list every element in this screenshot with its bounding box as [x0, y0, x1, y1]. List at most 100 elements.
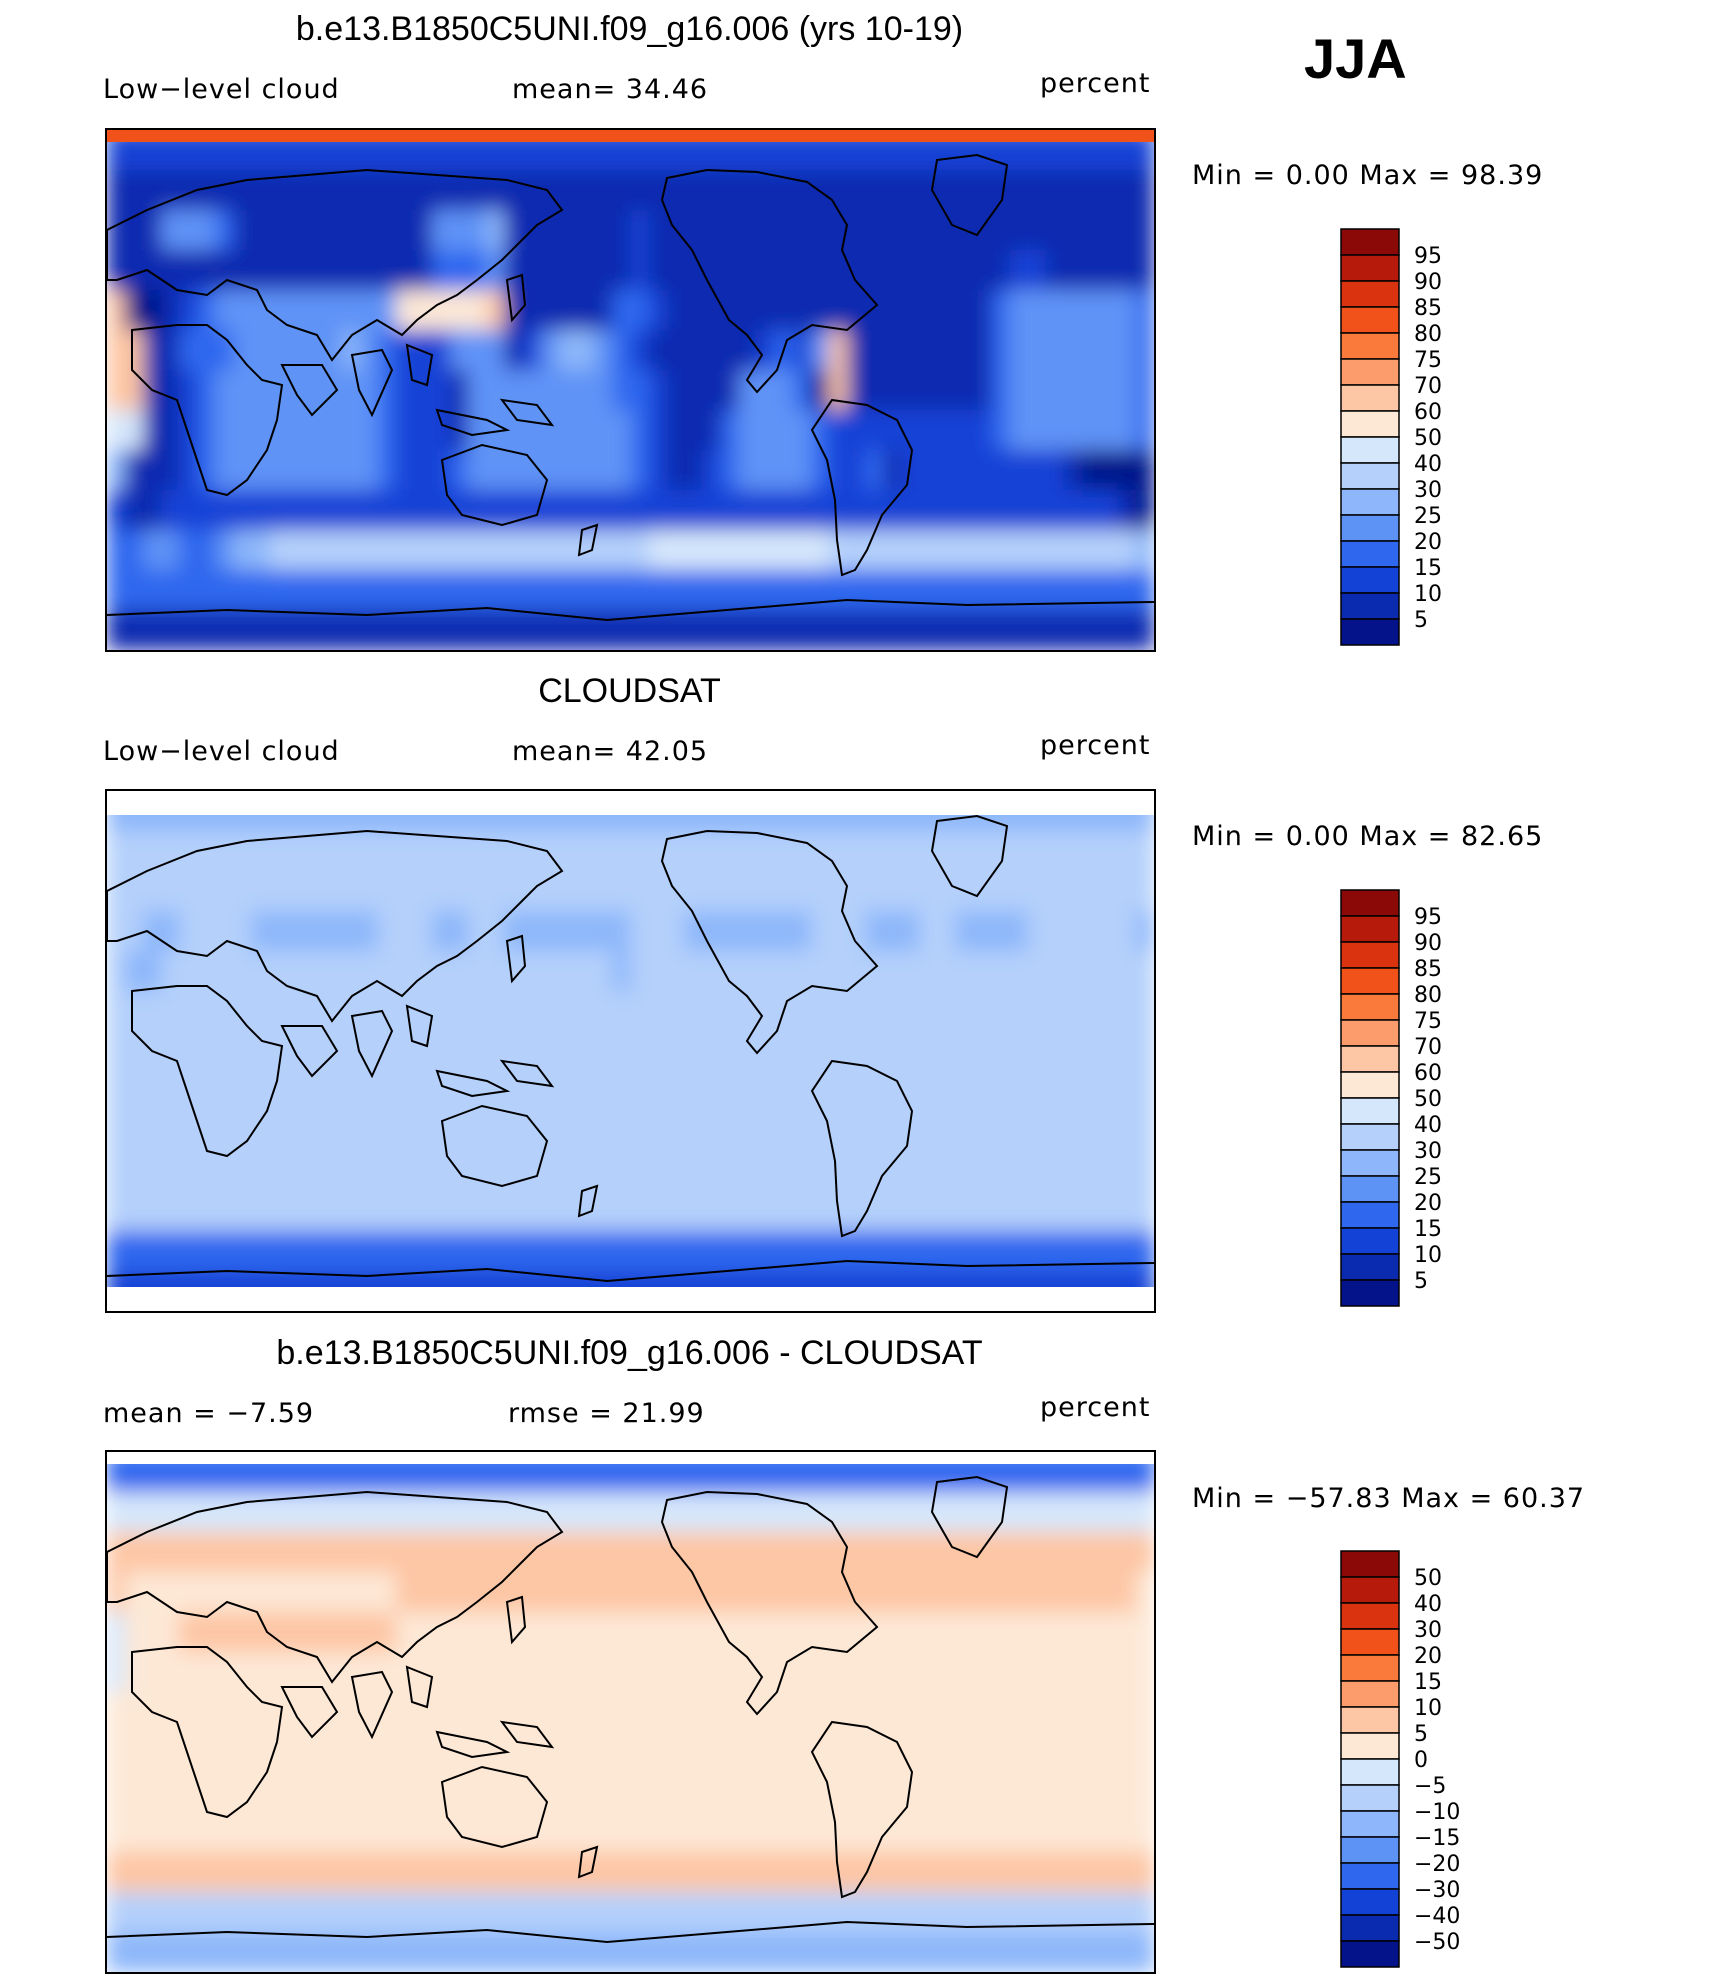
heatmap-cell	[1045, 330, 1065, 371]
heatmap-cell	[1117, 1812, 1137, 1853]
heatmap-cell	[215, 450, 234, 491]
heatmap-cell	[901, 1151, 920, 1192]
colorbar-tick-label: −10	[1414, 1800, 1460, 1825]
heatmap-cell	[829, 610, 848, 650]
heatmap-cell	[1081, 951, 1101, 992]
heatmap-cell	[594, 1932, 614, 1972]
heatmap-cell	[413, 1532, 433, 1573]
heatmap-cell	[666, 530, 686, 571]
heatmap-cell	[720, 1151, 740, 1192]
colorbar-tick-label: 10	[1414, 1243, 1442, 1268]
heatmap-cell	[1045, 1572, 1065, 1613]
heatmap-cell	[991, 250, 1011, 291]
heatmap-cell	[558, 570, 577, 611]
heatmap-cell	[269, 330, 289, 371]
colorbar-tick-label: 20	[1414, 530, 1442, 555]
heatmap-cell	[468, 1772, 487, 1813]
heatmap-cell	[1063, 1031, 1083, 1072]
heatmap-cell	[991, 1151, 1011, 1192]
heatmap-cell	[305, 871, 325, 912]
heatmap-cell	[287, 1071, 307, 1112]
heatmap-cell	[1063, 250, 1083, 291]
heatmap-cell	[991, 1652, 1011, 1693]
heatmap-cell	[612, 911, 632, 952]
heatmap-cell	[865, 1492, 884, 1533]
heatmap-cell	[937, 951, 957, 992]
heatmap-cell	[792, 1071, 812, 1112]
heatmap-cell	[395, 490, 415, 531]
heatmap-cell	[738, 1111, 758, 1152]
heatmap-cell	[305, 290, 325, 331]
heatmap-cell	[1063, 1191, 1083, 1232]
heatmap-cell	[179, 1892, 198, 1933]
heatmap-cell	[666, 1191, 686, 1232]
heatmap-cell	[215, 330, 234, 371]
heatmap-cell	[792, 370, 812, 411]
heatmap-cell	[973, 1231, 993, 1272]
heatmap-cell	[576, 330, 595, 371]
heatmap-cell	[468, 530, 487, 571]
heatmap-cell	[1135, 1932, 1154, 1972]
heatmap-cell	[251, 1732, 271, 1773]
heatmap-cell	[395, 1652, 415, 1693]
heatmap-cell	[143, 490, 162, 531]
heatmap-cell	[883, 1031, 902, 1072]
heatmap-cell	[323, 410, 343, 451]
heatmap-cell	[973, 831, 993, 872]
heatmap-cell	[341, 170, 361, 211]
heatmap-cell	[449, 1932, 469, 1972]
heatmap-cell	[756, 1492, 776, 1533]
heatmap-cell	[1009, 1812, 1029, 1853]
heatmap-cell	[720, 1892, 740, 1933]
heatmap-cell	[612, 530, 632, 571]
heatmap-cell	[630, 250, 650, 291]
heatmap-cell	[847, 951, 866, 992]
heatmap-cell	[847, 911, 866, 952]
heatmap-cell	[720, 911, 740, 952]
heatmap-cell	[991, 1812, 1011, 1853]
heatmap-cell	[576, 1492, 595, 1533]
coastline	[440, 443, 549, 527]
heatmap-cell	[215, 1772, 234, 1813]
heatmap-cell	[161, 991, 180, 1032]
heatmap-cell	[738, 1732, 758, 1773]
heatmap-cell	[504, 530, 523, 571]
heatmap-cell	[558, 1492, 577, 1533]
heatmap-cell	[161, 290, 180, 331]
colorbar-box	[1340, 1680, 1400, 1708]
heatmap-cell	[576, 871, 595, 912]
heatmap-cell	[1135, 530, 1154, 571]
heatmap-cell	[558, 1732, 577, 1773]
heatmap-cell	[756, 1031, 776, 1072]
coastline	[660, 168, 879, 394]
heatmap-cell	[269, 410, 289, 451]
colorbar-tick-label: 15	[1414, 1217, 1442, 1242]
heatmap-cell	[738, 210, 758, 251]
heatmap-cell	[1099, 370, 1119, 411]
heatmap-cell	[125, 1191, 144, 1232]
heatmap-cell	[648, 1652, 668, 1693]
heatmap-cell	[630, 410, 650, 451]
heatmap-cell	[955, 410, 975, 451]
colorbar-box	[1340, 1071, 1400, 1099]
heatmap-cell	[973, 370, 993, 411]
heatmap-cell	[1045, 370, 1065, 411]
heatmap-cell	[973, 1492, 993, 1533]
heatmap-cell	[738, 1812, 758, 1853]
heatmap-cell	[883, 170, 902, 211]
heatmap-cell	[486, 1191, 505, 1232]
heatmap-cell	[666, 1732, 686, 1773]
heatmap-cell	[594, 1572, 614, 1613]
heatmap-cell	[161, 1852, 180, 1893]
heatmap-cell	[305, 250, 325, 291]
heatmap-cell	[774, 1692, 794, 1733]
colorbar-box	[1340, 1732, 1400, 1760]
heatmap-cell	[594, 1812, 614, 1853]
heatmap-cell	[143, 450, 162, 491]
panel-3-map	[105, 1450, 1156, 1974]
heatmap-cell	[359, 610, 379, 650]
heatmap-cell	[1081, 1532, 1101, 1573]
heatmap-cell	[233, 1492, 253, 1533]
heatmap-cell	[1081, 1852, 1101, 1893]
heatmap-cell	[1135, 1772, 1154, 1813]
